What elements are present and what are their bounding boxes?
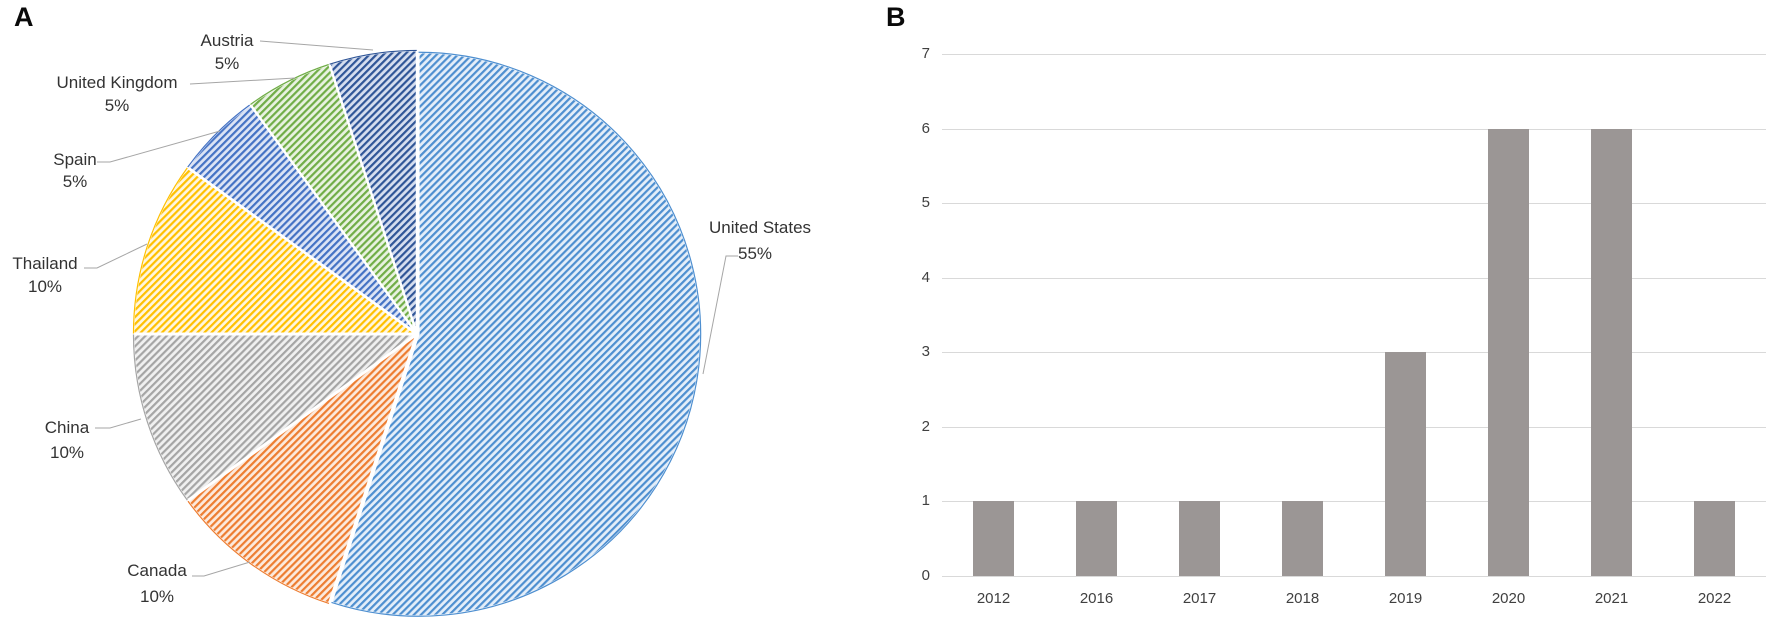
x-tick-label-2017: 2017	[1182, 590, 1217, 607]
leader-line-austria	[259, 40, 374, 51]
gridline-y-0	[942, 576, 1766, 577]
pie-label-china-percent: 10%	[50, 443, 84, 462]
pie-slice-rim-spain	[187, 104, 251, 168]
bar-2019	[1385, 352, 1426, 576]
y-tick-label-2: 2	[921, 417, 930, 435]
gridline-y-1	[942, 501, 1766, 503]
leader-line-thailand	[84, 243, 148, 269]
gridline-y-6	[942, 128, 1766, 130]
pie-label-united-kingdom-percent: 5%	[105, 96, 130, 115]
bar-2017	[1179, 501, 1220, 576]
x-tick-label-2022: 2022	[1697, 590, 1732, 607]
y-tick-label-6: 6	[921, 119, 930, 137]
panel-a-letter: A	[14, 2, 34, 32]
pie-label-austria-name: Austria	[201, 31, 254, 50]
pie-label-canada-name: Canada	[127, 561, 187, 580]
y-tick-label-5: 5	[921, 194, 930, 212]
leader-line-united-kingdom	[189, 77, 296, 85]
y-tick-label-4: 4	[921, 268, 930, 286]
y-tick-label-7: 7	[921, 45, 930, 62]
pie-label-thailand-name: Thailand	[12, 254, 77, 273]
x-tick-label-2012: 2012	[976, 590, 1011, 607]
gridline-y-2	[942, 426, 1766, 428]
pie-slice-rim-canada	[187, 500, 330, 605]
gridline-y-7	[942, 54, 1766, 55]
gridline-y-3	[942, 352, 1766, 354]
bar-2018	[1282, 501, 1323, 576]
bar-2022	[1694, 501, 1735, 576]
leader-line-united-states	[702, 255, 738, 375]
x-tick-label-2019: 2019	[1388, 590, 1423, 607]
y-tick-label-0: 0	[921, 567, 930, 584]
panel-b-letter: B	[886, 2, 906, 32]
pie-slice-rim-china	[132, 334, 188, 501]
pie-slice-rim-united-states	[331, 51, 702, 617]
y-tick-label-3: 3	[921, 343, 930, 361]
x-tick-label-2020: 2020	[1491, 590, 1526, 607]
pie-label-canada-percent: 10%	[140, 587, 174, 606]
x-tick-label-2016: 2016	[1079, 590, 1114, 607]
bar-2012	[973, 501, 1014, 576]
pie-label-spain-name: Spain	[53, 150, 96, 169]
pie-label-thailand-percent: 10%	[28, 277, 62, 296]
bar-2021	[1591, 128, 1632, 576]
pie-slice-rim-thailand	[132, 167, 188, 334]
x-tick-label-2021: 2021	[1594, 590, 1629, 607]
gridline-y-4	[942, 277, 1766, 279]
x-tick-label-2018: 2018	[1285, 590, 1320, 607]
pie-label-china-name: China	[45, 418, 90, 437]
leader-line-canada	[192, 561, 251, 577]
bar-2020	[1488, 128, 1529, 576]
pie-label-united-states-percent: 55%	[738, 244, 772, 263]
pie-label-austria-percent: 5%	[215, 54, 240, 73]
y-tick-label-1: 1	[921, 492, 930, 510]
pie-label-united-states-name: United States	[709, 218, 811, 237]
bar-2016	[1076, 501, 1117, 576]
pie-label-spain-percent: 5%	[63, 172, 88, 191]
pie-chart: United States 55% Canada 10% China 10% Thailan…	[12, 31, 811, 618]
pie-slice-rim-united-kingdom	[250, 63, 330, 105]
leader-line-spain	[97, 130, 221, 163]
pie-slice-rim-austria	[329, 49, 417, 65]
leader-line-china	[95, 418, 142, 429]
gridline-y-5	[942, 203, 1766, 205]
pie-label-united-kingdom-name: United Kingdom	[57, 73, 178, 92]
